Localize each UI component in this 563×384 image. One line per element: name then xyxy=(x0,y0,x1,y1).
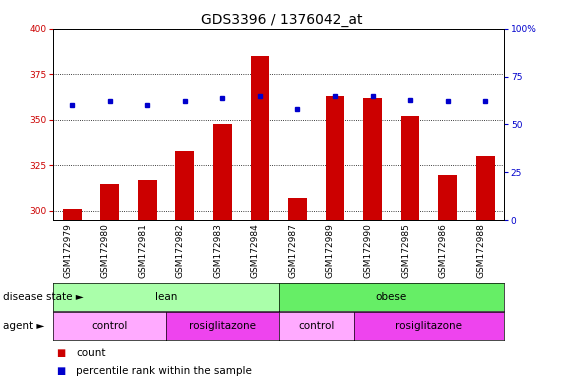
Text: GSM172988: GSM172988 xyxy=(476,223,485,278)
Text: control: control xyxy=(92,321,128,331)
Text: GSM172979: GSM172979 xyxy=(63,223,72,278)
Text: obese: obese xyxy=(376,292,407,302)
Text: ■: ■ xyxy=(56,366,65,376)
Text: GSM172982: GSM172982 xyxy=(176,223,185,278)
Bar xyxy=(63,209,82,220)
Text: lean: lean xyxy=(155,292,177,302)
Text: GSM172983: GSM172983 xyxy=(213,223,222,278)
Bar xyxy=(325,96,345,220)
Text: rosiglitazone: rosiglitazone xyxy=(395,321,462,331)
Bar xyxy=(213,124,232,220)
Text: GSM172986: GSM172986 xyxy=(439,223,448,278)
Bar xyxy=(251,56,269,220)
Bar xyxy=(176,151,194,220)
Bar xyxy=(363,98,382,220)
Text: percentile rank within the sample: percentile rank within the sample xyxy=(76,366,252,376)
Text: agent ►: agent ► xyxy=(3,321,44,331)
Text: rosiglitazone: rosiglitazone xyxy=(189,321,256,331)
Text: GSM172987: GSM172987 xyxy=(288,223,297,278)
Text: GSM172980: GSM172980 xyxy=(101,223,110,278)
Bar xyxy=(401,116,419,220)
Text: GSM172985: GSM172985 xyxy=(401,223,410,278)
Bar xyxy=(100,184,119,220)
Text: GSM172981: GSM172981 xyxy=(138,223,148,278)
Text: count: count xyxy=(76,348,105,358)
Text: GDS3396 / 1376042_at: GDS3396 / 1376042_at xyxy=(201,13,362,27)
Text: disease state ►: disease state ► xyxy=(3,292,83,302)
Text: control: control xyxy=(298,321,334,331)
Text: GSM172989: GSM172989 xyxy=(326,223,335,278)
Bar xyxy=(288,198,307,220)
Text: GSM172990: GSM172990 xyxy=(364,223,373,278)
Bar xyxy=(438,174,457,220)
Bar xyxy=(476,156,494,220)
Text: GSM172984: GSM172984 xyxy=(251,223,260,278)
Bar xyxy=(138,180,157,220)
Text: ■: ■ xyxy=(56,348,65,358)
